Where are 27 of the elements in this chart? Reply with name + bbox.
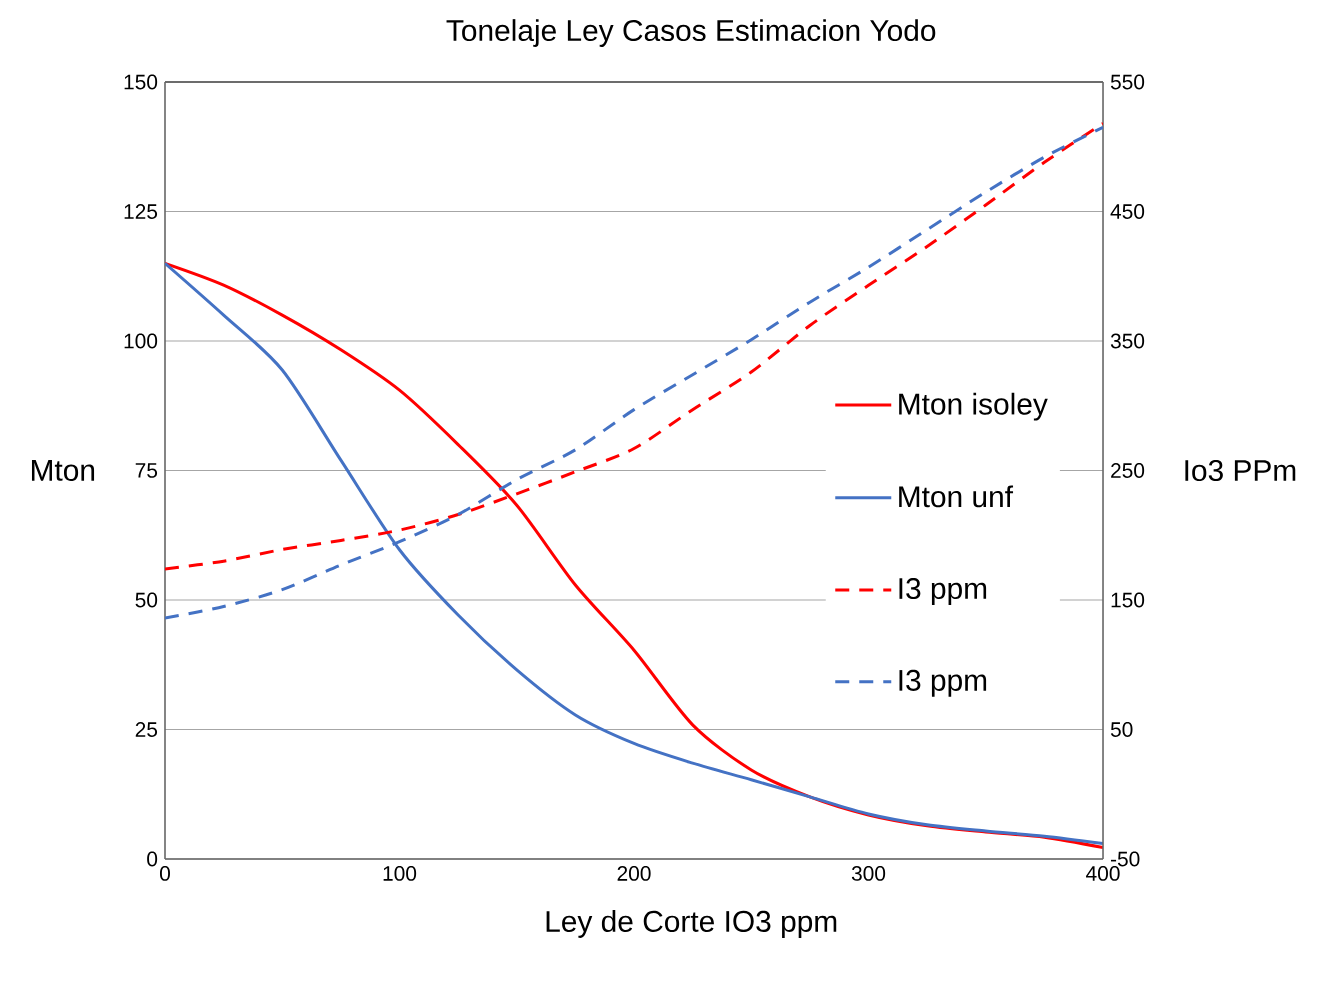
y-tick-label: 150 xyxy=(124,74,158,90)
x-tick-label: 400 xyxy=(1086,866,1120,881)
y-tick-label: 100 xyxy=(124,333,158,349)
y2-tick-label: 450 xyxy=(1110,204,1145,219)
chart-title: Tonelaje Ley Casos Estimacion Yodo xyxy=(446,19,936,47)
y-tick-label: 75 xyxy=(135,463,158,478)
legend-label: I3 ppm xyxy=(899,669,987,697)
legend-label: Mton unf xyxy=(899,485,1014,508)
y-axis-title: Mton xyxy=(31,460,95,481)
x-axis-title: Ley de Corte IO3 ppm xyxy=(546,910,837,938)
legend-label: I3 ppm xyxy=(899,577,987,606)
y2-tick-label: -50 xyxy=(1110,851,1140,867)
x-tick-label: 200 xyxy=(617,866,651,881)
x-tick-label: 100 xyxy=(383,866,417,881)
y2-tick-label: 150 xyxy=(1111,592,1145,608)
y-tick-label: 0 xyxy=(147,851,158,867)
y-tick-label: 25 xyxy=(135,722,158,737)
y2-axis-title: Io3 PPm xyxy=(1185,459,1296,482)
y-tick-label: 125 xyxy=(124,204,158,219)
y2-tick-label: 350 xyxy=(1110,333,1145,349)
legend-label: Mton isoley xyxy=(899,392,1048,421)
x-tick-label: 0 xyxy=(159,866,170,881)
y-tick-label: 50 xyxy=(135,592,158,608)
x-tick-label: 300 xyxy=(851,866,886,881)
y2-tick-label: 250 xyxy=(1111,463,1145,478)
y2-tick-label: 50 xyxy=(1110,722,1133,737)
y2-tick-label: 550 xyxy=(1110,74,1145,90)
